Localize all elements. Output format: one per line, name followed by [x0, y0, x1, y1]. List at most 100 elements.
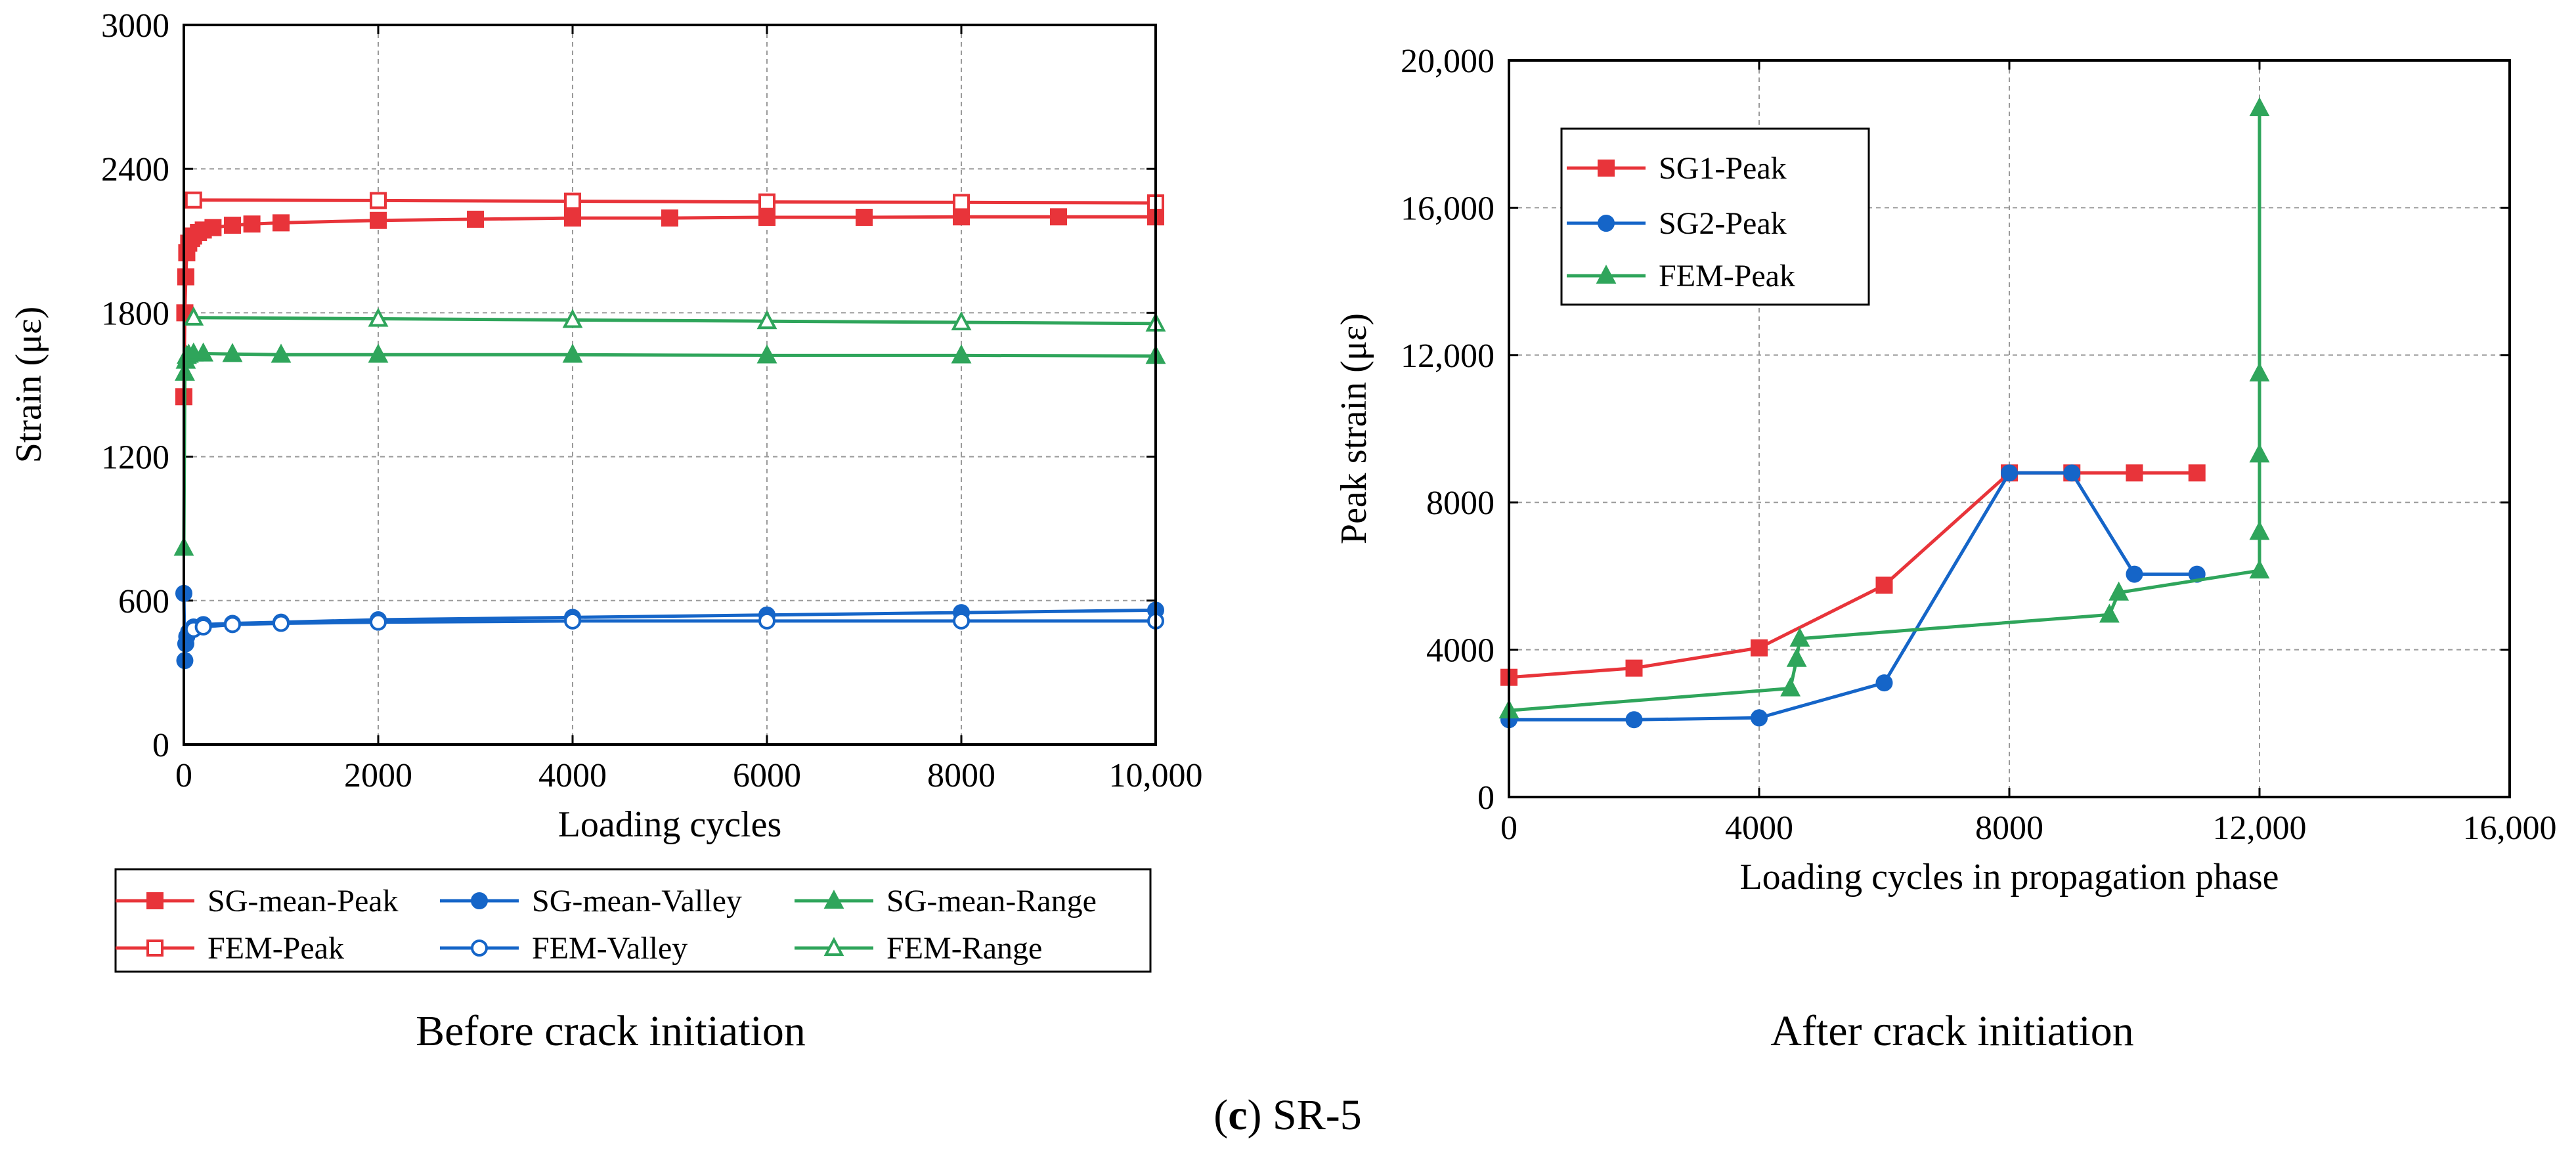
left-series-fem-range-point: [368, 307, 389, 327]
right-series-fem-peak-point: [1786, 647, 1807, 667]
left-series-fem-range-point: [183, 306, 204, 326]
left-series-fem-range-point: [951, 311, 972, 331]
left-legend-sg-mean-valley-marker: [471, 892, 488, 909]
right-series-sg2-peak-point: [2001, 464, 2018, 482]
left-series-fem-peak-point: [758, 193, 775, 211]
left-series-fem-valley-point: [953, 612, 970, 630]
left-series-fem-valley-point: [273, 615, 290, 632]
left-series-fem-peak-point: [953, 194, 970, 211]
left-series-fem-valley-point: [194, 618, 212, 636]
left-xtick-label: 10,000: [1109, 757, 1203, 794]
right-legend-sg1-peak-label: SG1-Peak: [1659, 151, 1787, 186]
left-x-axis-title: Loading cycles: [558, 804, 782, 845]
left-series-fem-peak-point: [370, 192, 387, 209]
left-series-sg-mean-peak-point: [953, 208, 970, 226]
left-series-sg-mean-range-point: [368, 343, 389, 363]
caption-after-crack-initiation: After crack initiation: [1770, 1007, 2133, 1055]
left-series-sg-mean-peak-point: [661, 209, 678, 227]
legend-left: SG-mean-Peak SG-mean-Valley SG-mean-Range F…: [114, 868, 1152, 973]
left-legend-sg-mean-range-marker: [823, 890, 844, 909]
left-ytick-label: 1800: [101, 295, 169, 332]
left-series-sg-mean-peak-point: [856, 208, 873, 226]
left-legend-fem-valley-label: FEM-Valley: [532, 931, 688, 966]
left-series-sg-mean-valley: [175, 584, 1164, 670]
left-series-sg-mean-range-point: [193, 342, 214, 362]
left-legend-sg-mean-valley: SG-mean-Valley: [440, 884, 742, 918]
left-xtick-label: 6000: [733, 757, 801, 794]
right-legend-sg2-peak: SG2-Peak: [1567, 206, 1787, 241]
left-series-fem-peak-line: [193, 198, 1156, 205]
figure-caption-letter: c: [1228, 1091, 1247, 1139]
left-legend-fem-peak: FEM-Peak: [116, 931, 344, 966]
left-series-fem-peak-point: [564, 192, 581, 210]
left-series-sg-mean-peak-point: [467, 210, 484, 228]
right-ytick-label: 8000: [1426, 485, 1495, 522]
left-legend-sg-mean-peak-label: SG-mean-Peak: [207, 884, 399, 918]
right-ytick-label: 0: [1477, 779, 1495, 817]
right-series-fem-peak-point: [2108, 581, 2129, 601]
right-xtick-label: 8000: [1975, 810, 2043, 847]
left-series-fem-range-point: [756, 310, 777, 330]
left-legend-fem-peak-label: FEM-Peak: [207, 931, 344, 966]
caption-before-crack-initiation: Before crack initiation: [416, 1007, 806, 1055]
left-ytick-label: 1200: [101, 439, 169, 477]
left-ytick-label: 0: [152, 727, 169, 764]
right-series-sg2-peak: [1500, 464, 2206, 729]
left-series-fem-valley: [185, 612, 1164, 638]
right-series-sg1-peak-point: [2188, 464, 2206, 482]
right-legend-sg1-peak-marker: [1598, 160, 1615, 177]
left-xtick-label: 8000: [927, 757, 995, 794]
legend-right: SG1-Peak SG2-Peak FEM-Peak: [1560, 127, 1870, 306]
left-series-fem-peak: [185, 191, 1164, 212]
right-series-fem-peak-point: [2249, 521, 2270, 540]
right-xtick-label: 4000: [1725, 810, 1793, 847]
right-series-sg2-peak-point: [1751, 709, 1768, 727]
left-legend-fem-range-label: FEM-Range: [886, 931, 1042, 966]
left-legend-fem-range-marker: [823, 937, 844, 957]
left-y-axis-title: Strain (με): [9, 307, 49, 464]
right-legend-fem-peak-marker: [1596, 265, 1617, 284]
left-series-fem-valley-line: [193, 619, 1156, 632]
left-series-sg-mean-peak-line: [182, 215, 1156, 397]
right-series-sg2-peak-point: [2126, 565, 2143, 583]
right-series-sg2-peak-point: [1875, 674, 1893, 692]
figure-caption-text: SR-5: [1262, 1091, 1362, 1139]
left-legend-frame: [114, 868, 1152, 973]
right-series-sg1-peak: [1500, 464, 2206, 686]
left-xtick-label: 2000: [344, 757, 412, 794]
left-series-fem-valley-point: [564, 612, 581, 630]
left-series-sg-mean-peak: [175, 208, 1164, 406]
left-legend-sg-mean-valley-label: SG-mean-Valley: [532, 884, 742, 918]
left-series-sg-mean-range-point: [271, 343, 292, 363]
chart-after-crack-initiation: 0 4000 8000 12,000 16,000 0 4000 8000 12,000 16,0…: [1334, 43, 2557, 897]
right-legend-fem-peak-label: FEM-Peak: [1659, 259, 1795, 293]
left-ytick-label: 600: [118, 583, 169, 620]
right-ytick-label: 16,000: [1401, 190, 1495, 227]
left-ytick-label: 3000: [101, 7, 169, 45]
left-series-sg-mean-peak-point: [224, 217, 241, 234]
left-series-fem-peak-point: [185, 191, 202, 209]
right-series-fem-peak-point: [2249, 97, 2270, 117]
left-legend-fem-valley-marker: [471, 939, 488, 957]
left-series-fem-valley-point: [224, 616, 241, 634]
left-series-sg-mean-peak-point: [177, 268, 194, 286]
right-series-sg2-peak-point: [2063, 464, 2081, 482]
left-series-fem-range-line: [193, 316, 1156, 326]
left-series-sg-mean-peak-point: [243, 215, 261, 233]
left-series-sg-mean-peak-point: [370, 211, 387, 229]
left-legend-sg-mean-peak: SG-mean-Peak: [116, 884, 399, 918]
right-legend-sg2-peak-marker: [1598, 215, 1615, 232]
right-series-fem-peak-point: [2249, 559, 2270, 579]
right-series-fem-peak-point: [1780, 677, 1801, 697]
left-legend-fem-peak-marker: [146, 939, 164, 957]
right-series-sg2-peak-point: [1625, 711, 1643, 729]
right-xtick-label: 16,000: [2463, 810, 2557, 847]
left-series-sg-mean-peak-point: [564, 209, 581, 227]
right-series-sg2-peak-line: [1509, 471, 2197, 722]
left-series-sg-mean-range-line: [182, 352, 1156, 548]
right-ytick-label: 4000: [1426, 632, 1495, 670]
left-series-sg-mean-range-point: [951, 344, 972, 364]
left-ytick-label: 2400: [101, 151, 169, 188]
right-plot-frame: [1508, 59, 2511, 798]
right-series-sg1-peak-point: [1625, 659, 1643, 677]
